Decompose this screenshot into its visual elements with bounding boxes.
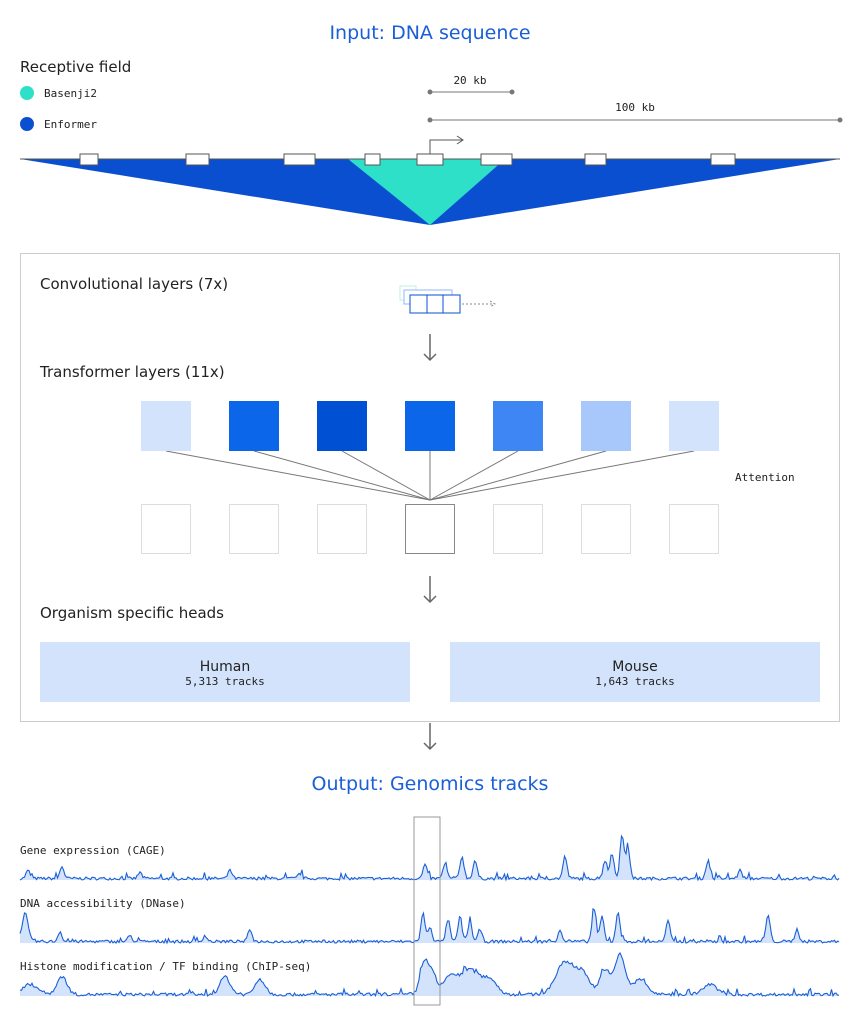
flow-arrows — [423, 334, 437, 751]
legend-label: Enformer — [44, 118, 97, 131]
track-line — [19, 834, 840, 882]
highlight — [413, 816, 441, 1006]
head-tracks: 5,313 tracks — [185, 675, 264, 688]
head-box — [450, 642, 820, 702]
token — [493, 401, 543, 451]
track-area — [20, 908, 840, 943]
track-label: DNA accessibility (DNase) — [20, 897, 186, 910]
track-line — [19, 951, 840, 998]
track-area — [20, 952, 840, 996]
attention-graph — [141, 401, 719, 554]
legend-dot — [20, 117, 34, 131]
attention-line — [429, 450, 519, 501]
track-label: Gene expression (CAGE) — [20, 844, 166, 857]
exons — [79, 153, 736, 166]
attention-line — [341, 450, 431, 501]
attention-line — [165, 450, 431, 501]
token — [317, 401, 367, 451]
attention-line — [429, 450, 607, 501]
head-name: Human — [200, 659, 251, 675]
token — [405, 401, 455, 451]
scale-label: 20 kb — [453, 74, 486, 87]
track-line — [19, 907, 840, 945]
tss-arrow — [429, 135, 464, 154]
tracks — [19, 834, 840, 998]
scale-bars — [427, 89, 843, 123]
output-token — [581, 504, 631, 554]
conv-icon — [399, 285, 496, 314]
token — [229, 401, 279, 451]
basenji-field — [348, 159, 505, 225]
attention-line — [429, 450, 695, 501]
output-token — [669, 504, 719, 554]
output-token — [405, 504, 455, 554]
token — [669, 401, 719, 451]
output-token — [141, 504, 191, 554]
head-tracks: 1,643 tracks — [595, 675, 674, 688]
head-name: Mouse — [612, 659, 657, 675]
output-token — [493, 504, 543, 554]
scale-label: 100 kb — [615, 101, 655, 114]
track-label: Histone modification / TF binding (ChIP-… — [20, 960, 311, 973]
output-title: Output: Genomics tracks — [312, 773, 549, 795]
legend-label: Basenji2 — [44, 87, 97, 100]
title: Input: DNA sequence — [329, 22, 530, 44]
transformer-label: Transformer layers (11x) — [39, 363, 225, 381]
attention-line — [253, 450, 431, 501]
conv-label: Convolutional layers (7x) — [40, 275, 228, 293]
heads-label: Organism specific heads — [40, 604, 224, 622]
attention-label: Attention — [735, 471, 795, 484]
output-token — [317, 504, 367, 554]
receptive-label: Receptive field — [20, 58, 131, 76]
token — [581, 401, 631, 451]
output-token — [229, 504, 279, 554]
token — [141, 401, 191, 451]
model-box — [20, 253, 840, 722]
head-box — [40, 642, 410, 702]
legend-dot — [20, 86, 34, 100]
